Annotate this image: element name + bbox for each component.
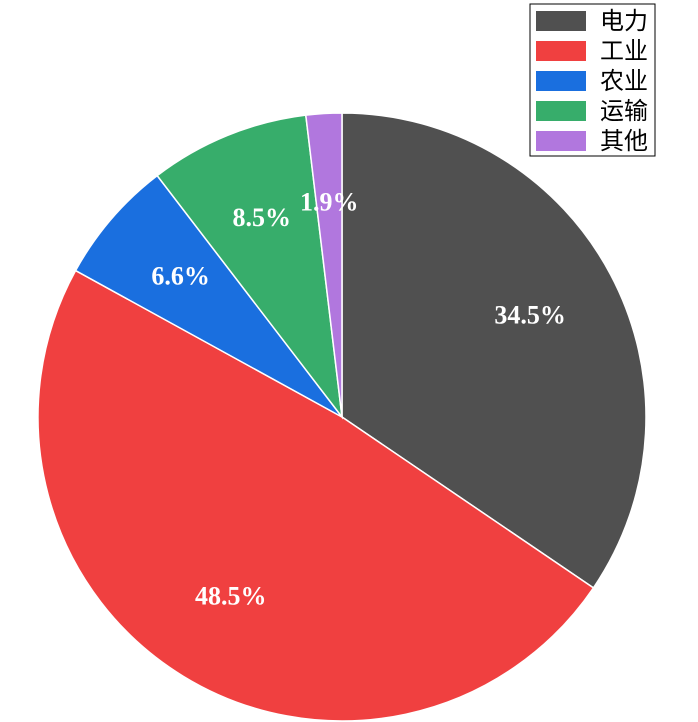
- legend-label: 工业: [600, 37, 648, 65]
- legend-label: 其他: [600, 127, 648, 155]
- pie-slice: [37, 269, 595, 722]
- slice-label: 6.6%: [151, 261, 210, 290]
- slice-label: 1.9%: [300, 188, 359, 217]
- legend-label: 电力: [600, 7, 648, 35]
- legend-swatch: [536, 131, 586, 151]
- slice-label: 34.5%: [494, 300, 566, 329]
- pie-slice: [304, 112, 343, 418]
- slice-label: 8.5%: [233, 203, 292, 232]
- pie-slice: [156, 114, 344, 420]
- legend-swatch: [536, 41, 586, 61]
- pie-slice: [74, 174, 343, 418]
- legend-swatch: [536, 71, 586, 91]
- legend-label: 农业: [600, 67, 648, 95]
- slice-label: 48.5%: [195, 581, 267, 610]
- legend-label: 运输: [600, 97, 648, 125]
- pie-slice: [341, 112, 647, 589]
- legend-swatch: [536, 11, 586, 31]
- legend-swatch: [536, 101, 586, 121]
